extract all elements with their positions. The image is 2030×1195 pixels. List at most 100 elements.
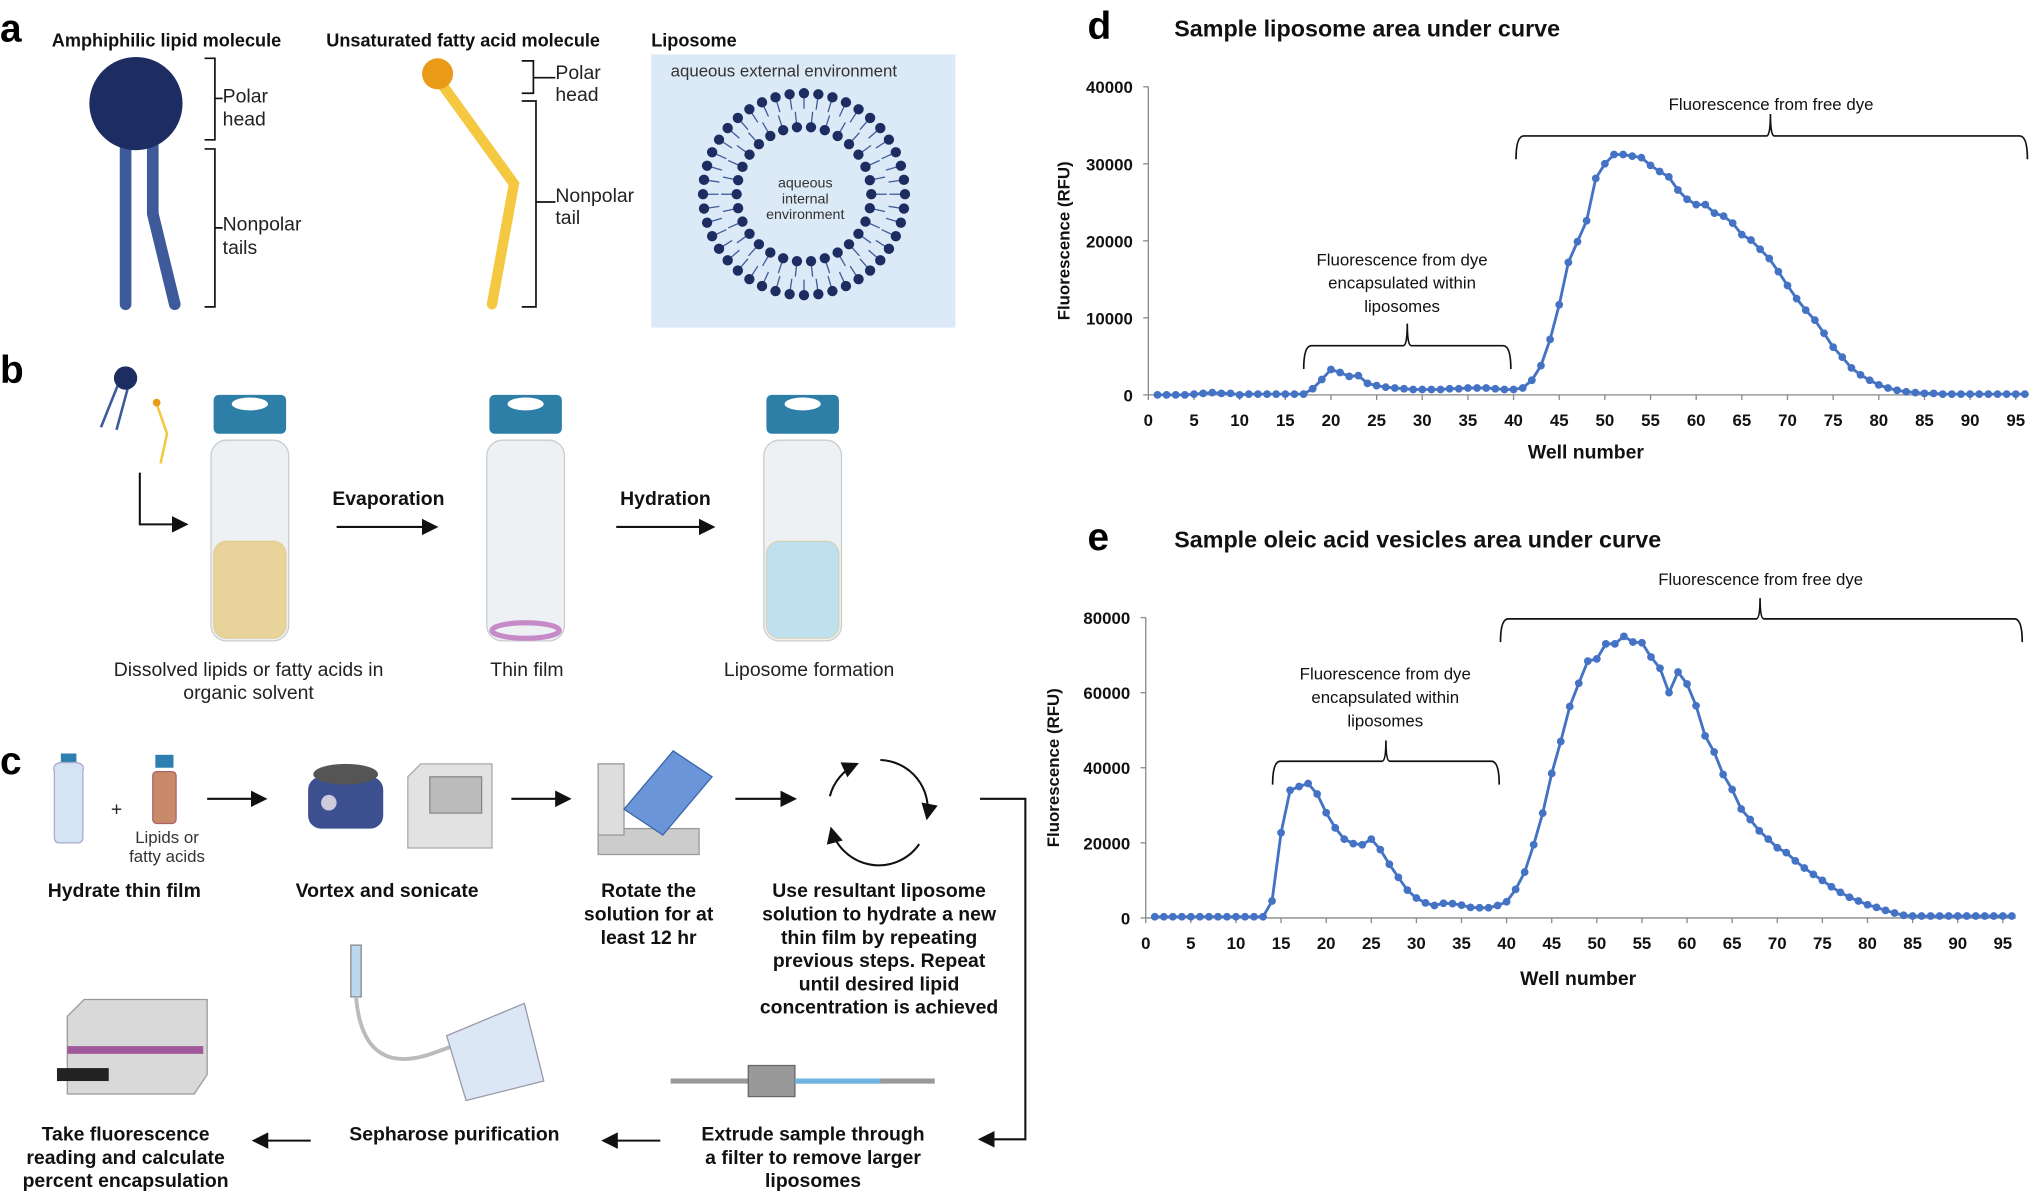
lipid-head — [791, 122, 803, 133]
data-point — [1327, 365, 1335, 374]
x-tick-label: 0 — [1141, 934, 1150, 953]
lipid-head — [732, 265, 744, 276]
lipid-head — [866, 189, 877, 200]
lipid-head — [706, 230, 718, 242]
lipid-head — [864, 175, 876, 186]
x-tick-label: 25 — [1367, 411, 1386, 430]
data-point — [1466, 903, 1475, 912]
vial-liquid — [765, 540, 840, 639]
panel-c: c + Lipids or fatty acids Hydrate thin f… — [0, 740, 1027, 1192]
x-tick-label: 75 — [1813, 934, 1832, 953]
lipids-label: Lipids or — [135, 828, 199, 847]
extruder-icon — [670, 1064, 935, 1098]
x-tick-label: 20 — [1322, 411, 1341, 430]
lipid-head — [864, 203, 876, 214]
lipid-head — [890, 147, 902, 158]
annotation-bracket — [1499, 598, 2024, 643]
data-point — [1926, 912, 1935, 920]
data-point — [1290, 390, 1299, 399]
lipid-head — [864, 265, 876, 276]
data-point — [1637, 153, 1646, 162]
lipid-head — [853, 228, 864, 239]
x-tick-label: 35 — [1459, 411, 1478, 430]
lipid-head — [798, 88, 810, 99]
data-point — [1820, 329, 1828, 338]
data-point — [1719, 770, 1728, 779]
data-point — [1529, 840, 1538, 849]
lipid-head — [765, 130, 776, 142]
x-tick-label: 5 — [1186, 934, 1195, 953]
data-point — [1457, 901, 1466, 910]
step-rotate-label: solution for at — [584, 904, 714, 926]
annotation-bracket — [1271, 740, 1501, 785]
y-tick-label: 0 — [1121, 909, 1130, 928]
annotation-bracket — [1515, 113, 2029, 160]
data-point — [1214, 912, 1222, 921]
caption-thin-film: Thin film — [490, 659, 563, 681]
lipid-vial-icon — [152, 754, 177, 825]
x-tick-label: 15 — [1276, 411, 1295, 430]
x-tick-label: 65 — [1723, 934, 1742, 953]
internal-label: internal — [782, 191, 829, 207]
data-point — [1286, 786, 1294, 795]
data-point — [1656, 664, 1664, 673]
plate-reader-icon — [56, 998, 208, 1095]
data-point — [1601, 639, 1610, 648]
data-point — [1966, 390, 1974, 399]
data-point — [1445, 384, 1454, 393]
x-tick-label: 80 — [1869, 411, 1888, 430]
data-point — [1403, 886, 1412, 895]
data-point — [1863, 900, 1872, 909]
data-point — [1150, 912, 1159, 921]
data-point — [1358, 840, 1367, 849]
data-point — [1232, 912, 1240, 921]
data-point — [1872, 903, 1881, 912]
data-point — [1502, 897, 1511, 906]
x-tick-label: 5 — [1189, 411, 1198, 430]
lipid-head — [744, 149, 755, 160]
annotation-text: encapsulated within — [1328, 274, 1476, 293]
data-point — [1610, 639, 1619, 648]
data-point — [1412, 894, 1421, 902]
data-point — [2007, 912, 2016, 920]
x-tick-label: 90 — [1948, 934, 1967, 953]
data-point — [1827, 882, 1836, 891]
step-rotate-label: Rotate the — [601, 880, 696, 902]
x-tick-label: 25 — [1362, 934, 1381, 953]
data-point — [1427, 385, 1436, 394]
data-point — [1556, 737, 1565, 746]
data-point — [1975, 390, 1984, 399]
step-repeat-label: solution to hydrate a new — [762, 904, 997, 926]
series-line — [1157, 153, 2025, 397]
data-point — [1809, 870, 1818, 879]
data-point — [1993, 390, 2002, 399]
lipid-head — [813, 288, 824, 300]
lipid-head — [697, 189, 709, 200]
x-tick-label: 60 — [1687, 411, 1706, 430]
fatty-acid-title: Unsaturated fatty acid molecule — [326, 31, 600, 51]
data-point — [1890, 909, 1899, 917]
chart-title: Sample liposome area under curve — [1174, 15, 1560, 41]
data-point — [1268, 897, 1276, 905]
data-point — [1610, 150, 1618, 159]
data-point — [1755, 826, 1764, 835]
x-tick-label: 55 — [1641, 411, 1660, 430]
y-tick-label: 30000 — [1086, 155, 1133, 174]
data-point — [1190, 390, 1198, 399]
lipid-head — [744, 104, 755, 115]
lipid-head — [843, 239, 855, 250]
annotation-text: Fluorescence from dye — [1317, 250, 1488, 269]
data-point — [1619, 150, 1628, 159]
lipid-head — [701, 160, 713, 171]
lipid-and-fatty-acid-icon — [99, 366, 169, 464]
x-tick-label: 10 — [1227, 934, 1246, 953]
y-axis-label: Fluorescence (RFU) — [1044, 688, 1063, 847]
data-point — [1281, 390, 1290, 399]
data-point — [1168, 912, 1177, 921]
data-point — [1244, 390, 1253, 399]
y-tick-label: 40000 — [1083, 759, 1130, 778]
data-point — [1331, 823, 1340, 832]
data-point — [1259, 912, 1267, 921]
annotation-text: liposomes — [1364, 297, 1440, 316]
data-point — [1564, 258, 1573, 267]
